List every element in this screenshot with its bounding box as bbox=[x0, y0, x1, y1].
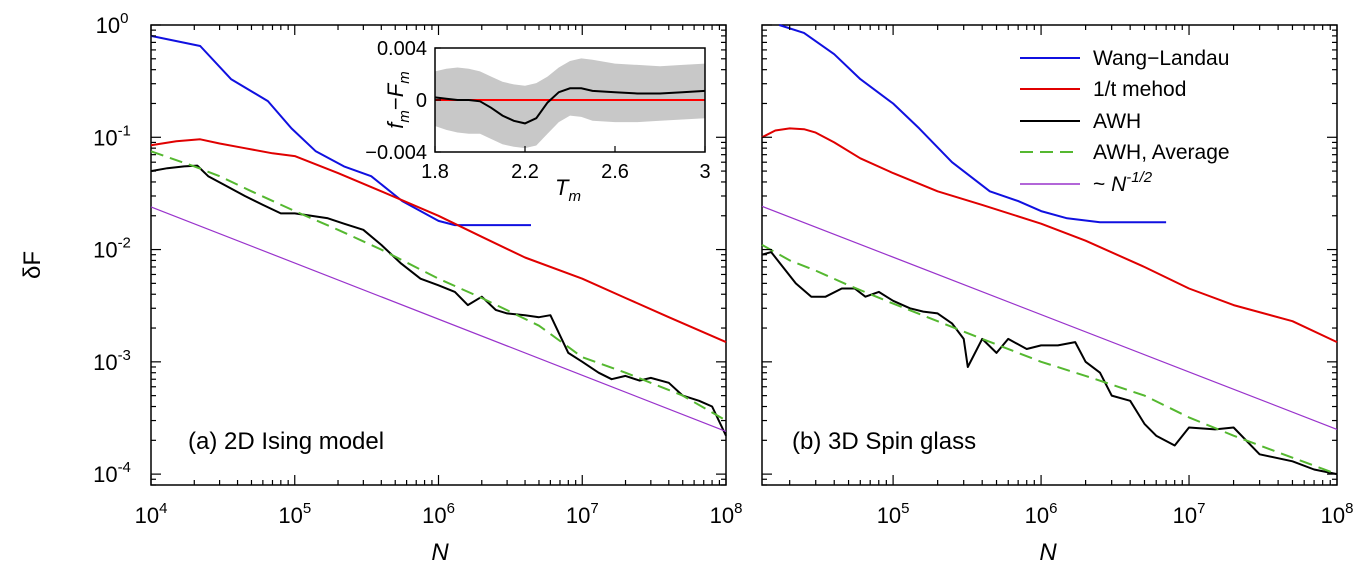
panel-b-series-one-over-t bbox=[761, 127, 1338, 344]
inset-y-tick-label: 0 bbox=[416, 90, 427, 112]
panel-a-y-tick-label: 10-1 bbox=[93, 122, 131, 150]
panel-a-series-awh bbox=[150, 164, 727, 437]
legend-label-power-law: ~ N-1/2 bbox=[1093, 169, 1153, 196]
panel-a-y-tick-label: 10-2 bbox=[93, 235, 131, 263]
inset-x-tick-labels: 1.8 2.2 2.6 3 bbox=[421, 161, 710, 183]
inset-y-tick-labels: 0.004 0 −0.004 bbox=[365, 38, 427, 164]
panel-a-x-tick-label: 105 bbox=[278, 500, 311, 528]
inset-y-axis-title: fm−Fm bbox=[383, 71, 413, 128]
panel-a-x-axis-title: N bbox=[431, 539, 449, 566]
panel-b-series-power-law bbox=[761, 205, 1338, 430]
inset-x-tick-label: 1.8 bbox=[421, 161, 449, 183]
legend-label-awh-average: AWH, Average bbox=[1093, 141, 1230, 164]
panel-a-x-tick-label: 108 bbox=[710, 500, 743, 528]
y-axis-title: δF bbox=[19, 251, 46, 279]
panel-b-x-axis-title: N bbox=[1039, 539, 1057, 566]
legend-label-wang-landau: Wang−Landau bbox=[1093, 47, 1229, 70]
inset-y-tick-label: 0.004 bbox=[377, 38, 427, 60]
panel-a-y-tick-label: 10-4 bbox=[93, 459, 131, 487]
panel-b-series-wang-landau bbox=[778, 24, 1167, 224]
panel-a-series-awh-average bbox=[150, 150, 727, 422]
panel-b-x-tick-label: 108 bbox=[1321, 500, 1354, 528]
panel-a-x-tick-label: 106 bbox=[422, 500, 455, 528]
panel-a-series-one-over-t bbox=[150, 138, 727, 344]
legend-label-awh: AWH bbox=[1093, 110, 1141, 133]
inset-x-tick-label: 2.2 bbox=[511, 161, 539, 183]
panel-a-y-tick-label: 10-3 bbox=[93, 347, 131, 375]
inset-chart: 1.8 2.2 2.6 3 0.004 0 −0.004 fm−Fm Tm bbox=[365, 38, 710, 205]
inset-x-tick-label: 3 bbox=[699, 161, 710, 183]
panel-b-ticks bbox=[762, 24, 1338, 486]
legend-label-one-over-t: 1/t mehod bbox=[1093, 78, 1186, 101]
inset-x-tick-label: 2.6 bbox=[601, 161, 629, 183]
panel-b-frame bbox=[761, 24, 1338, 486]
panel-b-x-tick-label: 106 bbox=[1025, 500, 1058, 528]
inset-x-axis-title: Tm bbox=[555, 175, 581, 205]
inset-series-line bbox=[434, 87, 706, 125]
panel-a-y-tick-labels: 100 10-1 10-2 10-3 10-4 bbox=[93, 10, 131, 487]
panel-a-label: (a) 2D Ising model bbox=[188, 428, 384, 455]
panel-b-x-tick-label: 105 bbox=[877, 500, 910, 528]
panel-a: 104 105 106 107 108 100 10-1 10-2 10-3 10-4 (a) … bbox=[93, 10, 742, 566]
panel-b: 105 106 107 108 (b) 3D Spin glass N Wang−La… bbox=[761, 24, 1354, 566]
inset-ticks bbox=[434, 47, 706, 153]
panel-a-series-power-law bbox=[150, 206, 727, 432]
panel-a-x-tick-label: 104 bbox=[135, 500, 168, 528]
panel-b-series-awh-average bbox=[761, 244, 1338, 476]
panel-b-x-tick-labels: 105 106 107 108 bbox=[877, 500, 1354, 528]
inset-y-tick-label: −0.004 bbox=[365, 142, 427, 164]
panel-b-series bbox=[761, 24, 1338, 476]
panel-a-x-tick-label: 107 bbox=[566, 500, 599, 528]
panel-a-series-wang-landau bbox=[150, 34, 531, 227]
legend: Wang−Landau 1/t mehod AWH AWH, Average ~… bbox=[1020, 47, 1230, 196]
inset-plot bbox=[434, 58, 706, 149]
panel-a-x-tick-labels: 104 105 106 107 108 bbox=[135, 500, 743, 528]
panel-a-ticks bbox=[150, 24, 727, 486]
panel-a-y-tick-label: 100 bbox=[96, 10, 129, 38]
panel-b-x-tick-label: 107 bbox=[1173, 500, 1206, 528]
panel-a-series bbox=[150, 34, 727, 437]
inset-error-band bbox=[435, 58, 705, 149]
panel-b-label: (b) 3D Spin glass bbox=[792, 428, 976, 455]
